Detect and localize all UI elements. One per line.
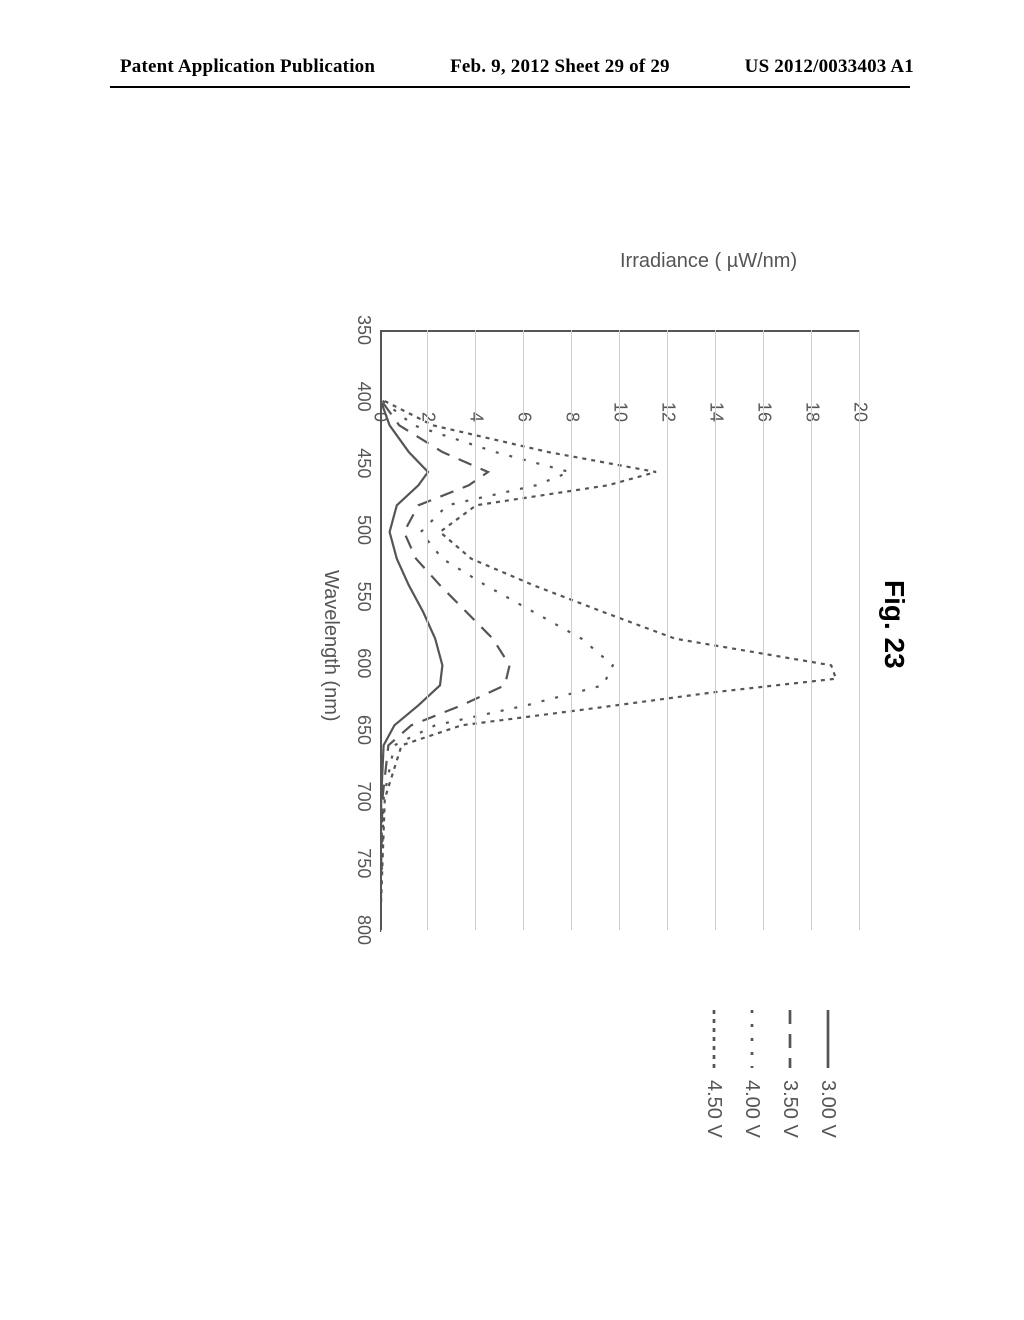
legend-swatch: [818, 1010, 838, 1068]
header-rule: [110, 86, 910, 88]
figure-title: Fig. 23: [878, 580, 910, 669]
y-axis-label: Irradiance ( µW/nm): [620, 250, 797, 273]
figure-wrap: Fig. 23 Irradiance ( µW/nm) Wavelength (…: [100, 150, 920, 1230]
x-tick-label: 650: [353, 700, 374, 760]
legend-label: 3.50 V: [779, 1080, 802, 1138]
x-tick-label: 800: [353, 900, 374, 960]
legend-item: 3.00 V: [816, 1010, 840, 1138]
x-tick-label: 350: [353, 300, 374, 360]
page-header: Patent Application Publication Feb. 9, 2…: [0, 56, 1024, 78]
x-tick-label: 750: [353, 833, 374, 893]
header-center: Feb. 9, 2012 Sheet 29 of 29: [450, 56, 670, 78]
x-tick-label: 500: [353, 500, 374, 560]
header-left: Patent Application Publication: [120, 56, 375, 78]
chart: Irradiance ( µW/nm) Wavelength (nm) 0246…: [320, 270, 860, 970]
legend-label: 4.50 V: [703, 1080, 726, 1138]
x-tick-label: 600: [353, 633, 374, 693]
legend-swatch: [704, 1010, 724, 1068]
legend-item: 3.50 V: [778, 1010, 802, 1138]
x-tick-label: 700: [353, 767, 374, 827]
legend-swatch: [780, 1010, 800, 1068]
legend: 3.00 V 3.50 V 4.00 V 4.50 V: [688, 1010, 840, 1138]
legend-item: 4.00 V: [740, 1010, 764, 1138]
x-tick-label: 550: [353, 567, 374, 627]
figure-rotated-content: Fig. 23 Irradiance ( µW/nm) Wavelength (…: [100, 150, 920, 1230]
gridline: [859, 330, 860, 930]
x-tick-label: 450: [353, 433, 374, 493]
legend-item: 4.50 V: [702, 1010, 726, 1138]
legend-label: 4.00 V: [741, 1080, 764, 1138]
legend-label: 3.00 V: [817, 1080, 840, 1138]
x-tick-label: 400: [353, 367, 374, 427]
x-axis-label: Wavelength (nm): [319, 570, 342, 722]
header-right: US 2012/0033403 A1: [745, 56, 914, 78]
legend-swatch: [742, 1010, 762, 1068]
